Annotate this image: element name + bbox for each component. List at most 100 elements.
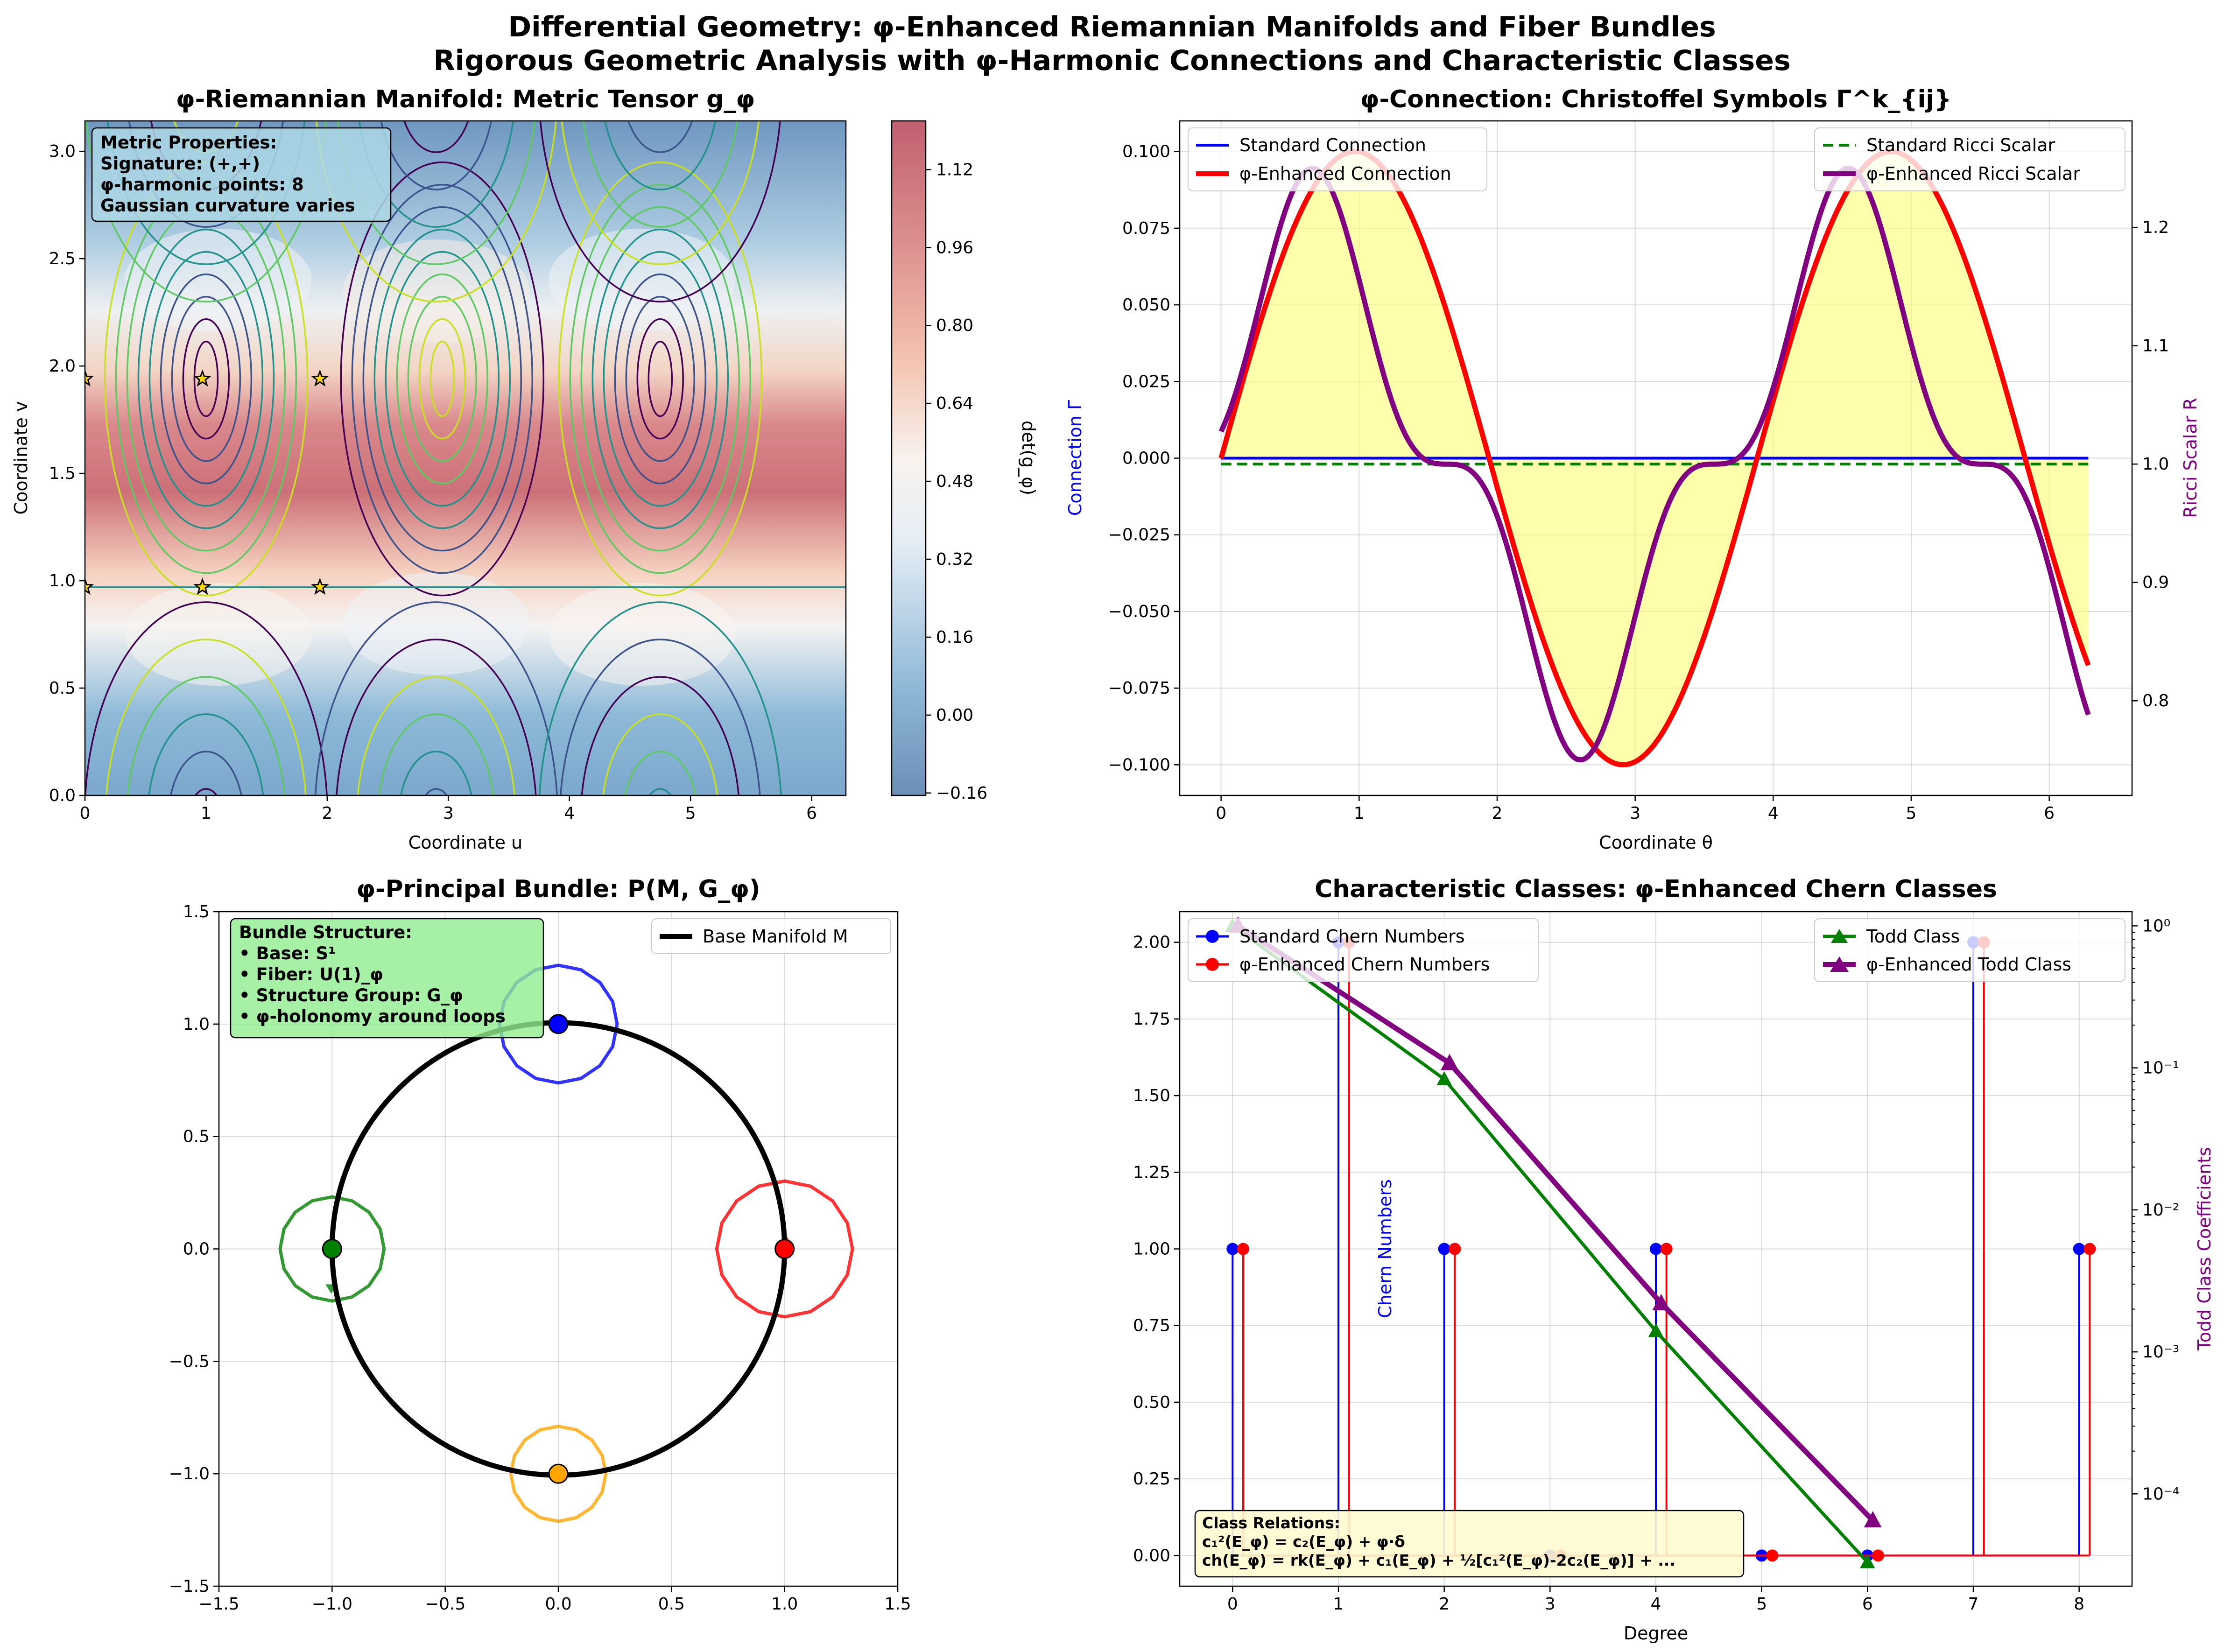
- harmonic-point-star: [311, 577, 329, 595]
- metric-edge-contour-2-0: [648, 788, 672, 795]
- panel1-xlabel: Coordinate u: [408, 832, 522, 853]
- panel2-xtick-label: 1: [1354, 804, 1365, 823]
- metric-edge-contour-1-1: [400, 751, 472, 795]
- panel1-ytick-label: 3.0: [49, 142, 76, 161]
- fiber-base-point: [548, 1463, 569, 1484]
- panel-characteristic-classes: Characteristic Classes: φ-Enhanced Chern…: [1133, 875, 2215, 1644]
- panel3-ytick-label: 1.5: [183, 902, 210, 921]
- panel4-ytick-label: 0.75: [1133, 1316, 1170, 1336]
- panel1-ytick-label: 0.0: [49, 786, 76, 805]
- metric-region-4: [343, 239, 530, 343]
- metric-edge-contour-5-1: [627, 121, 693, 153]
- class-relations-box: Class Relations: c₁²(E_φ) = c₂(E_φ) + φ·…: [1194, 1510, 1745, 1578]
- panel4-xlabel: Degree: [1624, 1623, 1688, 1644]
- panel2-xtick-label: 4: [1768, 804, 1779, 823]
- metric-edge-contour-2-2: [602, 713, 718, 795]
- colorbar-tick-label: 0.64: [936, 394, 973, 413]
- panel2-xtick-label: 6: [2044, 804, 2055, 823]
- chern-marker: [1872, 1549, 1884, 1562]
- metric-edge-contour-3-4: [106, 121, 306, 265]
- chern-marker: [2073, 1243, 2085, 1255]
- metric-region-5: [549, 229, 736, 332]
- todd-marker: [1864, 1511, 1882, 1528]
- chern-marker: [1766, 1549, 1779, 1562]
- chern-marker: [1660, 1243, 1673, 1255]
- panel3-xtick-label: 0.5: [658, 1595, 685, 1614]
- panel1-ytick-label: 2.5: [49, 249, 76, 268]
- metric-contour-1-8: [558, 161, 763, 597]
- panel4-xtick-label: 6: [1862, 1595, 1873, 1614]
- colorbar-tick-label: −0.16: [936, 784, 987, 803]
- panel3-xtick-label: −0.5: [425, 1595, 465, 1614]
- panel1-ytick-label: 1.0: [49, 571, 76, 591]
- metric-contour-2-7: [351, 183, 534, 574]
- panel3-xtick-label: 1.5: [884, 1595, 911, 1614]
- metric-contour-0-4: [148, 251, 264, 507]
- colorbar-tick-label: 0.32: [936, 550, 973, 569]
- panel4-ytick-label: 1.75: [1133, 1010, 1170, 1029]
- fiber-loop: [715, 1179, 854, 1319]
- panel3-ytick-label: −1.5: [169, 1577, 210, 1596]
- panel4-ytick-right-label: 10⁻²: [2142, 1201, 2179, 1220]
- panel1-title: φ-Riemannian Manifold: Metric Tensor g_φ: [176, 85, 755, 113]
- panel1-ytick-label: 0.5: [49, 679, 76, 698]
- todd-marker: [1441, 1054, 1458, 1070]
- panel1-frame: [84, 120, 847, 796]
- metric-contour-2-4: [385, 251, 500, 507]
- metric-annotation-line3: φ-harmonic points: 8: [100, 175, 304, 195]
- metric-edge-contour-5-5: [539, 121, 781, 302]
- metric-contour-1-3: [614, 273, 707, 485]
- panel4-legend-left: Standard Chern Numbers φ-Enhanced Chern …: [1188, 918, 1539, 982]
- legend-base-manifold: Base Manifold M: [703, 926, 848, 947]
- legend-phi-ricci: φ-Enhanced Ricci Scalar: [1866, 163, 2080, 184]
- metric-contour-0-3: [160, 273, 253, 485]
- metric-region-2: [549, 583, 736, 686]
- panel2-ytick-label: 0.075: [1122, 219, 1170, 238]
- panel4-ytick-label: 0.00: [1133, 1546, 1170, 1565]
- relations-line1: Class Relations:: [1202, 1514, 1340, 1532]
- metric-annotation-line1: Metric Properties:: [100, 133, 277, 153]
- legend-standard-chern: Standard Chern Numbers: [1239, 926, 1465, 947]
- panel1-xtick-label: 1: [201, 804, 211, 823]
- panel2-ytick-right-label: 1.2: [2142, 218, 2169, 237]
- panel4-xtick-label: 4: [1651, 1595, 1661, 1614]
- panel1-xtick-label: 2: [322, 804, 332, 823]
- chern-marker: [1226, 1243, 1239, 1255]
- metric-contour-1-4: [603, 251, 718, 507]
- bundle-annotation-line4: • Structure Group: G_φ: [239, 985, 463, 1005]
- metric-edge-contour-1-2: [378, 713, 494, 795]
- metric-contour-1-6: [580, 206, 740, 552]
- panel2-xtick-label: 5: [1906, 804, 1917, 823]
- chern-marker: [2083, 1243, 2096, 1255]
- panel4-ytick-label: 0.25: [1133, 1469, 1170, 1489]
- panel4-ytick-label: 2.00: [1133, 933, 1170, 952]
- panel-metric-tensor: φ-Riemannian Manifold: Metric Tensor g_φ…: [11, 85, 1039, 853]
- panel4-ytick-label: 1.25: [1133, 1163, 1170, 1182]
- chern-marker: [1438, 1243, 1450, 1255]
- metric-edge-contour-0-0: [194, 788, 218, 795]
- panel2-ytick-label: 0.000: [1122, 449, 1170, 468]
- panel3-ytick-label: 1.0: [183, 1015, 210, 1034]
- colorbar-tick-label: 0.96: [936, 238, 973, 257]
- fiber-base-point: [774, 1239, 795, 1259]
- panel4-ylabel-right: Todd Class Coefficients: [2194, 1147, 2215, 1351]
- panel4-ytick-right-label: 10⁻¹: [2142, 1059, 2179, 1078]
- panel2-title: φ-Connection: Christoffel Symbols Γ^k_{i…: [1360, 85, 1951, 113]
- panel4-ytick-label: 0.50: [1133, 1393, 1170, 1412]
- legend-phi-connection: φ-Enhanced Connection: [1239, 163, 1451, 184]
- bundle-structure-box: Bundle Structure: • Base: S¹ • Fiber: U(…: [230, 918, 544, 1039]
- harmonic-point-star: [85, 577, 94, 595]
- metric-contour-0-1: [182, 318, 230, 440]
- panel4-ytick-label: 1.00: [1133, 1240, 1170, 1259]
- panel4-ylabel: Chern Numbers: [1375, 1179, 1395, 1318]
- panel3-ytick-label: 0.0: [183, 1240, 210, 1259]
- chern-marker: [1237, 1243, 1249, 1255]
- panel2-ytick-right-label: 0.9: [2142, 573, 2169, 592]
- legend-standard-ricci: Standard Ricci Scalar: [1866, 135, 2055, 155]
- panel2-ylabel: Connection Γ: [1065, 400, 1085, 516]
- panel3-title: φ-Principal Bundle: P(M, G_φ): [356, 875, 760, 903]
- todd-marker: [1436, 1071, 1452, 1085]
- panel2-xtick-label: 0: [1216, 804, 1226, 823]
- metric-edge-contour-4-5: [315, 121, 557, 302]
- panel4-xtick-label: 7: [1968, 1595, 1979, 1614]
